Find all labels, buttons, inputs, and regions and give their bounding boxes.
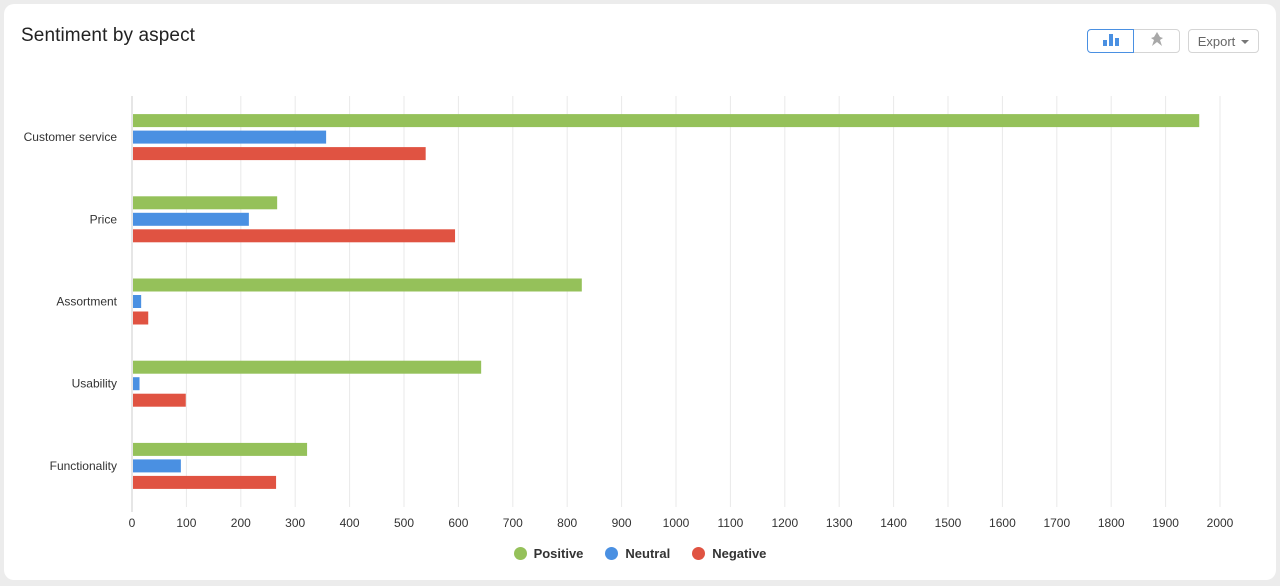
bar-usability-negative[interactable] bbox=[133, 393, 186, 407]
bar-price-neutral[interactable] bbox=[133, 212, 249, 226]
bar-usability-positive[interactable] bbox=[133, 360, 482, 374]
x-tick-label: 900 bbox=[612, 516, 632, 530]
bar-assortment-negative[interactable] bbox=[133, 311, 149, 325]
category-label: Price bbox=[90, 212, 118, 226]
x-tick-label: 1700 bbox=[1043, 516, 1070, 530]
chart-title: Sentiment by aspect bbox=[21, 25, 196, 46]
bar-functionality-negative[interactable] bbox=[133, 475, 277, 489]
x-tick-label: 1800 bbox=[1098, 516, 1125, 530]
category-label: Functionality bbox=[50, 459, 117, 473]
bar-functionality-neutral[interactable] bbox=[133, 459, 181, 473]
x-tick-label: 1200 bbox=[771, 516, 798, 530]
x-tick-label: 2000 bbox=[1207, 516, 1234, 530]
export-label: Export bbox=[1197, 33, 1236, 49]
bar-chart: 0 100 200 300 400 500 600 700 800 900 1000 1100 1200… bbox=[24, 96, 1234, 530]
legend-label: Positive bbox=[533, 546, 584, 561]
bar-customer-service-negative[interactable] bbox=[133, 147, 426, 161]
legend-item-neutral[interactable]: Neutral bbox=[605, 546, 670, 561]
x-tick-label: 400 bbox=[340, 516, 360, 530]
x-tick-label: 200 bbox=[231, 516, 251, 530]
export-button[interactable]: Export bbox=[1188, 29, 1259, 53]
chart-card: Sentiment by aspect Export 0 100 200 300 400… bbox=[4, 4, 1276, 580]
x-tick-label: 1500 bbox=[935, 516, 962, 530]
category-label: Usability bbox=[72, 377, 117, 391]
view-toggle bbox=[1087, 29, 1180, 53]
category-label: Customer service bbox=[24, 130, 118, 144]
bar-assortment-neutral[interactable] bbox=[133, 295, 142, 308]
x-tick-label: 800 bbox=[557, 516, 577, 530]
legend-swatch bbox=[605, 547, 619, 560]
legend-swatch bbox=[692, 547, 706, 560]
x-tick-label: 500 bbox=[394, 516, 414, 530]
x-tick-label: 1000 bbox=[663, 516, 690, 530]
legend-item-positive[interactable]: Positive bbox=[513, 546, 584, 561]
bar-customer-service-neutral[interactable] bbox=[133, 130, 327, 144]
legend-label: Negative bbox=[712, 546, 767, 561]
bar-price-positive[interactable] bbox=[133, 196, 278, 210]
pin-icon bbox=[1148, 31, 1166, 52]
bar-price-negative[interactable] bbox=[133, 229, 456, 243]
x-tick-label: 700 bbox=[503, 516, 523, 530]
bar-chart-view-button[interactable] bbox=[1087, 29, 1134, 53]
x-tick-label: 0 bbox=[129, 516, 136, 530]
chart-legend: Positive Neutral Negative bbox=[4, 546, 1276, 561]
x-tick-label: 1100 bbox=[717, 516, 743, 530]
bar-customer-service-positive[interactable] bbox=[133, 114, 1200, 128]
bar-chart-icon bbox=[1100, 32, 1122, 51]
x-tick-label: 1900 bbox=[1152, 516, 1179, 530]
legend-swatch bbox=[513, 547, 527, 560]
category-label: Assortment bbox=[56, 295, 117, 309]
bar-functionality-positive[interactable] bbox=[133, 442, 308, 456]
x-tick-label: 100 bbox=[176, 516, 196, 530]
bar-assortment-positive[interactable] bbox=[133, 278, 582, 292]
x-tick-label: 300 bbox=[285, 516, 305, 530]
legend-item-negative[interactable]: Negative bbox=[692, 546, 766, 561]
legend-label: Neutral bbox=[625, 546, 671, 561]
x-tick-label: 1300 bbox=[826, 516, 853, 530]
bar-usability-neutral[interactable] bbox=[133, 377, 140, 391]
x-tick-label: 1400 bbox=[880, 516, 907, 530]
x-tick-label: 600 bbox=[448, 516, 468, 530]
chevron-down-icon bbox=[1241, 39, 1250, 44]
x-tick-label: 1600 bbox=[989, 516, 1016, 530]
